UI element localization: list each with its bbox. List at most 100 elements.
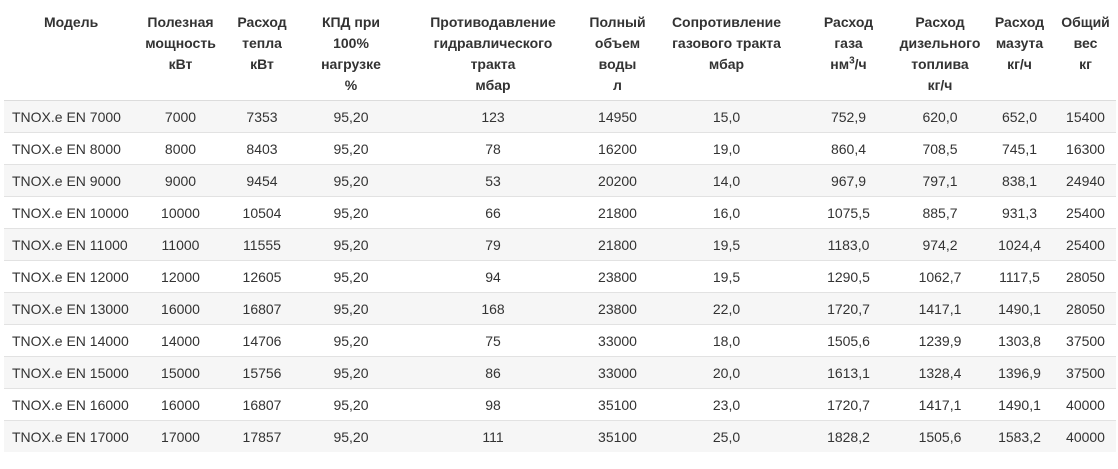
header-line: Расход <box>823 14 874 30</box>
cell-fuel-oil-consumption: 745,1 <box>984 132 1055 165</box>
cell-efficiency: 95,20 <box>299 420 403 452</box>
cell-gas-resistance: 22,0 <box>652 292 801 325</box>
header-model: Модель <box>4 4 136 101</box>
cell-power: 9000 <box>136 164 225 197</box>
header-line: воды <box>598 56 637 72</box>
cell-gas-consumption: 1290,5 <box>801 260 896 293</box>
cell-gas-consumption: 1720,7 <box>801 292 896 325</box>
boiler-specs-table: Модель Полезная мощность кВт Расход тепл… <box>4 4 1116 452</box>
cell-water-volume: 35100 <box>583 420 652 452</box>
header-fuel-oil-consumption: Расход мазута кг/ч <box>984 4 1055 101</box>
unit-prefix: нм <box>830 56 850 72</box>
cell-fuel-oil-consumption: 1024,4 <box>984 228 1055 261</box>
header-heat-consumption: Расход тепла кВт <box>225 4 299 101</box>
cell-backpressure: 98 <box>403 388 583 421</box>
cell-diesel-consumption: 1417,1 <box>896 388 984 421</box>
table-body: TNOX.e EN 7000 7000 7353 95,20 123 14950… <box>4 100 1116 452</box>
cell-efficiency: 95,20 <box>299 292 403 325</box>
header-line: вес <box>1073 35 1098 51</box>
header-line: объем <box>594 35 641 51</box>
cell-heat: 12605 <box>225 260 299 293</box>
header-line: Общий <box>1061 14 1110 30</box>
table-header: Модель Полезная мощность кВт Расход тепл… <box>4 4 1116 101</box>
cell-weight: 25400 <box>1055 228 1116 261</box>
cell-efficiency: 95,20 <box>299 324 403 357</box>
header-line: % <box>344 77 358 93</box>
header-efficiency: КПД при 100% нагрузке % <box>299 4 403 101</box>
cell-backpressure: 53 <box>403 164 583 197</box>
cell-model: TNOX.e EN 14000 <box>4 324 136 357</box>
unit-suffix: /ч <box>854 56 867 72</box>
cell-backpressure: 123 <box>403 100 583 133</box>
unit-superscript: 3 <box>849 55 855 67</box>
cell-gas-resistance: 25,0 <box>652 420 801 452</box>
header-line: Полезная <box>147 14 214 30</box>
cell-gas-consumption: 1075,5 <box>801 196 896 229</box>
cell-water-volume: 21800 <box>583 228 652 261</box>
cell-heat: 16807 <box>225 388 299 421</box>
cell-power: 10000 <box>136 196 225 229</box>
cell-gas-consumption: 752,9 <box>801 100 896 133</box>
cell-gas-consumption: 1720,7 <box>801 388 896 421</box>
cell-gas-resistance: 19,5 <box>652 228 801 261</box>
cell-model: TNOX.e EN 17000 <box>4 420 136 452</box>
cell-gas-consumption: 1505,6 <box>801 324 896 357</box>
header-line: Сопротивление <box>671 14 782 30</box>
cell-efficiency: 95,20 <box>299 228 403 261</box>
cell-water-volume: 35100 <box>583 388 652 421</box>
table-row: TNOX.e EN 9000 9000 9454 95,20 53 20200 … <box>4 164 1116 197</box>
cell-power: 17000 <box>136 420 225 452</box>
header-line: дизельного <box>899 35 981 51</box>
cell-fuel-oil-consumption: 1117,5 <box>984 260 1055 293</box>
cell-diesel-consumption: 1062,7 <box>896 260 984 293</box>
header-line: кВт <box>250 56 274 72</box>
cell-gas-resistance: 19,0 <box>652 132 801 165</box>
cell-diesel-consumption: 974,2 <box>896 228 984 261</box>
cell-gas-resistance: 19,5 <box>652 260 801 293</box>
cell-water-volume: 16200 <box>583 132 652 165</box>
cell-fuel-oil-consumption: 1583,2 <box>984 420 1055 452</box>
cell-water-volume: 14950 <box>583 100 652 133</box>
cell-water-volume: 23800 <box>583 292 652 325</box>
cell-gas-consumption: 967,9 <box>801 164 896 197</box>
cell-heat: 8403 <box>225 132 299 165</box>
header-line: мбар <box>708 56 745 72</box>
header-total-weight: Общий вес кг <box>1055 4 1116 101</box>
cell-backpressure: 79 <box>403 228 583 261</box>
table-row: TNOX.e EN 11000 11000 11555 95,20 79 218… <box>4 228 1116 261</box>
header-hydraulic-backpressure: Противодавление гидравлического тракта м… <box>403 4 583 101</box>
header-useful-power: Полезная мощность кВт <box>136 4 225 101</box>
cell-efficiency: 95,20 <box>299 164 403 197</box>
cell-efficiency: 95,20 <box>299 356 403 389</box>
cell-power: 11000 <box>136 228 225 261</box>
header-line: мбар <box>475 77 511 93</box>
cell-fuel-oil-consumption: 1490,1 <box>984 292 1055 325</box>
cell-power: 16000 <box>136 292 225 325</box>
cell-weight: 40000 <box>1055 420 1116 452</box>
cell-heat: 7353 <box>225 100 299 133</box>
table-row: TNOX.e EN 15000 15000 15756 95,20 86 330… <box>4 356 1116 389</box>
cell-water-volume: 33000 <box>583 356 652 389</box>
cell-model: TNOX.e EN 11000 <box>4 228 136 261</box>
header-line: 100% <box>333 35 369 51</box>
cell-fuel-oil-consumption: 652,0 <box>984 100 1055 133</box>
cell-gas-resistance: 18,0 <box>652 324 801 357</box>
cell-model: TNOX.e EN 7000 <box>4 100 136 133</box>
cell-gas-resistance: 23,0 <box>652 388 801 421</box>
cell-efficiency: 95,20 <box>299 260 403 293</box>
cell-weight: 25400 <box>1055 196 1116 229</box>
header-line: топлива <box>911 56 969 72</box>
cell-model: TNOX.e EN 9000 <box>4 164 136 197</box>
cell-backpressure: 111 <box>403 420 583 452</box>
header-line: мощность <box>145 35 216 51</box>
header-line: гидравлического <box>433 35 553 51</box>
cell-diesel-consumption: 708,5 <box>896 132 984 165</box>
cell-power: 8000 <box>136 132 225 165</box>
header-gas-consumption: Расход газа нм3/ч <box>801 4 896 101</box>
cell-gas-resistance: 20,0 <box>652 356 801 389</box>
cell-diesel-consumption: 1417,1 <box>896 292 984 325</box>
cell-efficiency: 95,20 <box>299 388 403 421</box>
cell-backpressure: 168 <box>403 292 583 325</box>
header-line: л <box>613 77 622 93</box>
